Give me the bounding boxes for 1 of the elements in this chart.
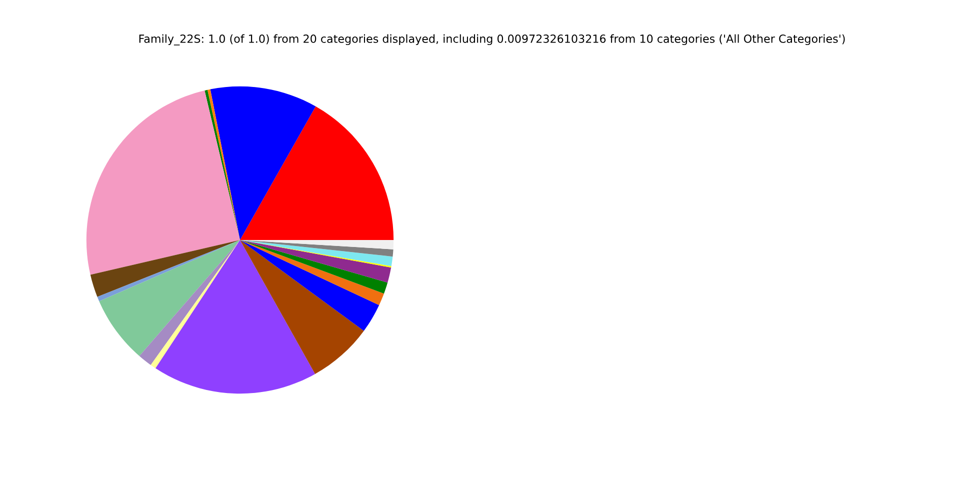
text: Family_22S: 1.0 (of 1.0) from 20 categories displayed, including 0.00972326103216 from 10 categories ('All Other Categories')	[139, 34, 845, 46]
